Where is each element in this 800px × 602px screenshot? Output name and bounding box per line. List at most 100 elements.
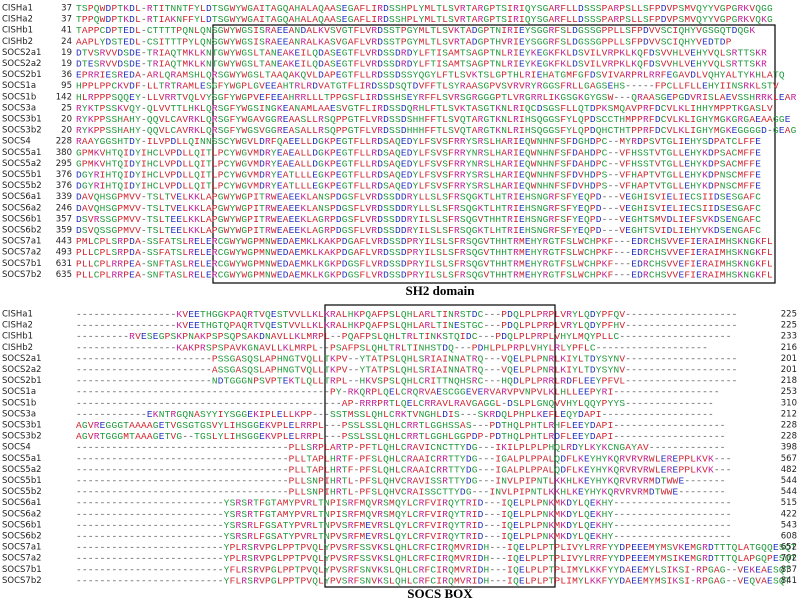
row-name: SOCS2a2 [2, 365, 41, 375]
row-name: SOCS7a1 [2, 237, 41, 247]
row-name: SOCS5b2 [2, 181, 42, 191]
end-position: 225 [781, 310, 797, 320]
start-position: 228 [56, 137, 72, 147]
start-position: 142 [56, 92, 72, 102]
sequence: -------------------------YSRSRLFGSATYPVR… [76, 531, 732, 542]
row-name: SOCS6b2 [2, 532, 42, 542]
start-position: 41 [61, 26, 72, 36]
sequence: -----------------KVEETHGTQPAQRTVQESTVVLL… [76, 320, 738, 331]
end-position: 422 [781, 509, 797, 519]
sequence: TPPQWDPTKDL-RTIAKNFFYLDTSGWYWGAITAGQAHAL… [76, 14, 773, 25]
end-position: 212 [781, 409, 797, 419]
end-position: 702 [781, 554, 797, 564]
row-name: SOCS7a1 [2, 543, 41, 553]
start-position: 19 [61, 59, 72, 69]
end-position: 544 [781, 487, 797, 497]
sequence: RYKPPSSHAHY-QQVLCAVRKLQRSGFYWGAVGGREAASL… [76, 114, 791, 125]
end-position: 543 [781, 520, 797, 530]
sequence: DAVQHSGPMVV-TSLTVELKKLAPGWYWGPITRWEAEEKL… [76, 202, 761, 213]
sequence: DSVRSSGPMVV-TSLTEELKKLAPGWYWGPITRWEAEEKL… [76, 213, 761, 224]
sequence: -----------------KVEETHGGKPAQRTVQESTVVLL… [76, 309, 738, 320]
sequence: GPMKVHTQIDYIHCLVPDLLQITLPCYWGVMDRYEAEALL… [76, 158, 761, 169]
start-position: 359 [56, 226, 72, 236]
row-name: SOCS7b2 [2, 576, 42, 586]
end-position: 544 [781, 476, 797, 486]
row-name: SOCS3b2 [2, 126, 42, 136]
sequence: -----------------------NDTGGGNPSVPTEKTLQ… [76, 375, 738, 386]
row-name: CISHb2 [2, 37, 33, 47]
sequence: ------------EKNTRGQNASYYIYSGGEKIPLELLKPP… [76, 408, 714, 419]
row-name: SOCS6b2 [2, 226, 42, 236]
row-name: SOCS7b2 [2, 270, 42, 280]
sequence: ------------------------------------PLLS… [76, 475, 726, 486]
sequence: RAAYGGSHTDY-ILVPDLLQINNSSCYWGVLDRFQAEELL… [76, 136, 761, 147]
row-name: SOCS7a2 [2, 248, 41, 258]
sequence: -------------------------YFLRSRVPGLPPTPV… [76, 575, 791, 586]
row-name: SOCS6a2 [2, 509, 41, 519]
sequence: AAPLYDSTEDL-CSITTTPYLQNSGWYWGSISRAEEANRA… [76, 36, 732, 47]
row-name: SOCS2a2 [2, 59, 41, 69]
row-name: CISHb1 [2, 332, 33, 342]
start-position: 376 [56, 181, 72, 191]
row-name: SOCS4 [2, 137, 31, 147]
sequence: TSPQWDPTKDL-RTITNNTFYLDTSGWYWGAITAGQAHAL… [76, 3, 773, 14]
row-name: CISHb1 [2, 26, 33, 36]
row-name: SOCS5b1 [2, 170, 42, 180]
end-position: 225 [781, 321, 797, 331]
row-name: SOCS5b1 [2, 476, 42, 486]
sequence: DSVQSSGPMVV-TSLTEELKKLAPGWYWGPITRWEAEEKL… [76, 225, 761, 236]
sequence: -----------------------ASSGASQSLAPHNGTVQ… [76, 364, 738, 375]
end-position: 228 [781, 432, 797, 442]
sequence: -------------------------YSRSRTFGTAMYPVR… [76, 508, 732, 519]
start-position: 380 [56, 148, 72, 158]
end-position: 515 [781, 498, 797, 508]
sequence: -----------------KAKPRSPSPAVKGNAVLLKLMRP… [76, 342, 708, 353]
row-name: SOCS7b1 [2, 565, 42, 575]
row-name: SOCS6b1 [2, 520, 42, 530]
sequence: ----------------------------------------… [76, 386, 720, 397]
socs-box-frame [324, 304, 556, 588]
start-position: 37 [61, 4, 72, 14]
sequence: GPMKVHTQIDYIHCLVPDLLQITLPCYWGVMDRYEAEALL… [76, 147, 761, 158]
end-position: 228 [781, 421, 797, 431]
row-name: SOCS1a [2, 81, 36, 91]
start-position: 443 [56, 237, 72, 247]
socs-box-label: SOCS BOX [407, 586, 473, 601]
row-name: SOCS7b1 [2, 259, 42, 269]
start-position: 20 [61, 126, 72, 136]
sequence: PLLCPLRRPEA-SNFTASLRELERCGWYWGPMNWEDAEMK… [76, 258, 773, 269]
end-position: 652 [781, 543, 797, 553]
sequence: DGYRIHTQIDYIHCLVPDLLQITLPCYWGVMDRYEATLLL… [76, 180, 761, 191]
sequence: HPPLPPCKVDF-LLTRTRAMLESGFYWGPLGVEEAHTRLR… [76, 80, 779, 91]
start-position: 95 [61, 81, 72, 91]
row-name: SOCS3a [2, 409, 36, 419]
sequence: PLLCPLRRPEA-SNFTASLRELERCGWYWGPMNWEDAEMK… [76, 269, 773, 280]
start-position: 357 [56, 214, 72, 224]
row-name: SOCS6a2 [2, 203, 41, 213]
sequence: DAVQHSGPMVV-TSLTVELKKLAPGWYWGPITRWEAEEKL… [76, 191, 761, 202]
row-name: SOCS5a1 [2, 454, 41, 464]
sequence: ------------------------------------PLLT… [76, 464, 732, 475]
sh2-label: SH2 domain [406, 283, 476, 298]
sequence: ------------------------------------PLLS… [76, 486, 726, 497]
row-name: SOCS6b1 [2, 214, 42, 224]
row-name: SOCS2b1 [2, 376, 42, 386]
sequence: ---------RVESEGPSKPNAKPSPSQPSAKDNAVLLKLM… [76, 331, 732, 342]
row-name: SOCS3a [2, 103, 36, 113]
start-position: 246 [56, 203, 72, 213]
row-name: SOCS6a1 [2, 192, 41, 202]
sequence: HLRPPPSQQEY-LLVRRTVQLVYSGFYWGPVEFEEAHRRL… [76, 91, 797, 102]
row-name: SOCS5a2 [2, 159, 41, 169]
row-name: SOCS7a2 [2, 554, 41, 564]
row-name: SOCS5a2 [2, 465, 41, 475]
row-name: SOCS3b2 [2, 432, 42, 442]
row-name: SOCS1b [2, 92, 36, 102]
start-position: 25 [61, 103, 72, 113]
row-name: SOCS3b1 [2, 115, 42, 125]
sequence: -------------------------YSRSRTFGTAMYPVR… [76, 497, 732, 508]
sequence: -----------------------PSSGASQSLAPHNGTVQ… [76, 353, 738, 364]
start-position: 295 [56, 159, 72, 169]
start-position: 376 [56, 170, 72, 180]
sequence: EPRRIESREDA-ARLQRAMSHLQRSGWYWGSLTAAQAKQV… [76, 69, 785, 80]
sh2-domain-box [212, 24, 776, 284]
